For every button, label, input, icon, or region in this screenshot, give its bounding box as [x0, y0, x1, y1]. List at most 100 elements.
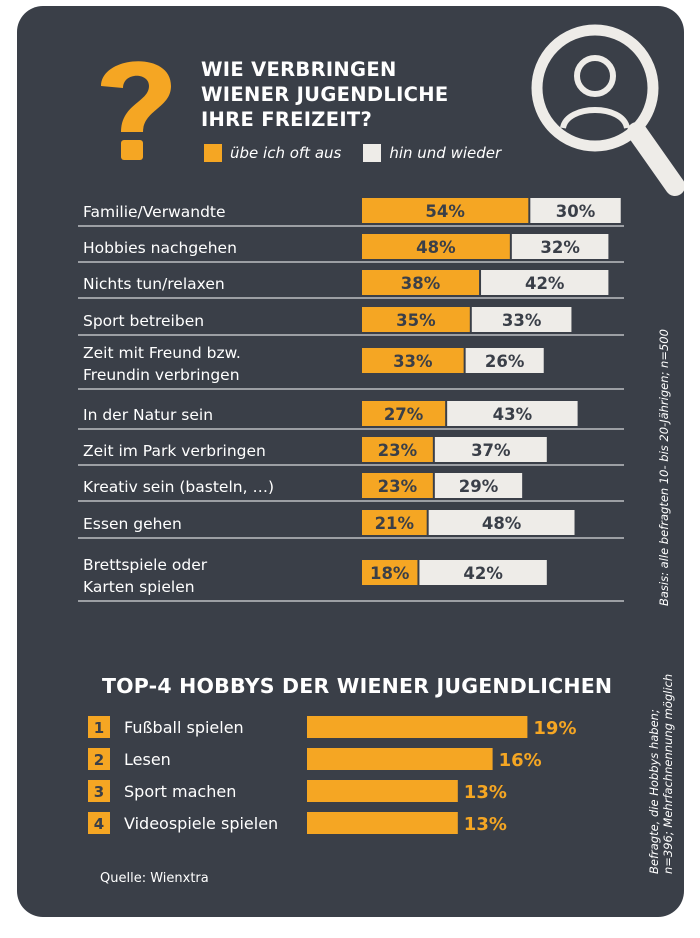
legend-label-often: übe ich oft aus — [230, 144, 342, 162]
bar-label-sometimes: 29% — [459, 477, 499, 496]
bar-sometimes — [530, 198, 621, 223]
bar-often — [362, 560, 418, 585]
category-label: Zeit im Park verbringen — [83, 442, 266, 460]
rank-badge — [88, 812, 110, 834]
bar-hobby — [307, 716, 528, 738]
bar-label: 13% — [464, 814, 507, 835]
category-label: Kreativ sein (basteln, …) — [83, 478, 274, 496]
chart-row: Nichts tun/relaxen 38% 42% — [78, 270, 624, 299]
bar-label-sometimes: 37% — [471, 441, 511, 460]
rank-number: 4 — [94, 815, 104, 833]
category-label: Videospiele spielen — [124, 814, 278, 833]
bar-often — [362, 198, 529, 223]
bar-label-sometimes: 48% — [482, 514, 522, 533]
bar-often — [362, 348, 464, 373]
bar-hobby — [307, 748, 493, 770]
category-label: Brettspiele oder — [83, 556, 208, 574]
source-note: Quelle: Wienxtra — [100, 871, 209, 886]
bar-label-often: 38% — [401, 274, 441, 293]
bar-often — [362, 307, 470, 332]
bar-label-sometimes: 42% — [525, 274, 565, 293]
bar-label: 19% — [533, 718, 576, 739]
category-label: Hobbies nachgehen — [83, 239, 237, 257]
bar-sometimes — [465, 348, 544, 373]
bar-hobby — [307, 780, 458, 802]
bar-often — [362, 473, 433, 498]
legend-item-sometimes: hin und wieder — [363, 144, 501, 162]
category-label: Zeit mit Freund bzw. — [83, 344, 241, 362]
rank-badge — [88, 716, 110, 738]
leisure-stacked-bar-chart: Familie/Verwandte 54% 30% Hobbies nachgehen… — [78, 198, 624, 602]
category-label: In der Natur sein — [83, 406, 213, 424]
title-line-1: WIE VERBRINGEN — [201, 58, 397, 81]
rank-number: 1 — [94, 719, 104, 737]
bar-sometimes — [471, 307, 572, 332]
legend-item-often: übe ich oft aus — [204, 144, 341, 162]
title-line-2: WIENER JUGENDLICHE — [201, 83, 449, 106]
bar-label-sometimes: 43% — [493, 405, 533, 424]
bar-sometimes — [434, 437, 547, 462]
rank-number: 3 — [94, 783, 104, 801]
title-line-3: IHRE FREIZEIT? — [201, 108, 373, 131]
category-label: Sport machen — [124, 782, 236, 801]
category-label: Sport betreiben — [83, 312, 204, 330]
bar-label-often: 35% — [396, 311, 436, 330]
category-label: Karten spielen — [83, 578, 195, 596]
bar-sometimes — [447, 401, 578, 426]
bar-sometimes — [434, 473, 523, 498]
bar-often — [362, 510, 427, 535]
bar-label-often: 33% — [393, 352, 433, 371]
question-mark-icon — [101, 61, 171, 160]
chart-row: Zeit mit Freund bzw. Freundin verbringen 3… — [78, 344, 624, 390]
bar-label-sometimes: 32% — [540, 238, 580, 257]
bar-label-sometimes: 30% — [556, 202, 596, 221]
top4-title-rest: DER WIENER JUGENDLICHEN — [274, 674, 613, 698]
top4-row: 2 Lesen 16% — [88, 748, 542, 771]
bar-hobby — [307, 812, 458, 834]
bar-label-sometimes: 42% — [463, 564, 503, 583]
chart-row: Hobbies nachgehen 48% 32% — [78, 234, 624, 263]
category-label: Essen gehen — [83, 515, 182, 533]
bar-often — [362, 234, 510, 259]
bar-label-often: 23% — [378, 477, 418, 496]
bar-sometimes — [428, 510, 575, 535]
chart-row: Sport betreiben 35% 33% — [78, 307, 624, 336]
bar-label-sometimes: 26% — [485, 352, 525, 371]
legend-label-sometimes: hin und wieder — [389, 144, 502, 162]
bar-label: 13% — [464, 782, 507, 803]
rank-number: 2 — [94, 751, 104, 769]
bar-sometimes — [481, 270, 609, 295]
category-label: Nichts tun/relaxen — [83, 275, 225, 293]
bar-sometimes — [511, 234, 609, 259]
bar-sometimes — [419, 560, 547, 585]
bar-often — [362, 270, 480, 295]
bar-label-often: 54% — [425, 202, 465, 221]
legend: übe ich oft aus hin und wieder — [204, 142, 523, 164]
legend-swatch-sometimes — [363, 144, 382, 162]
rank-badge — [88, 780, 110, 802]
magnifier-person-icon — [531, 24, 684, 196]
bar-label-sometimes: 33% — [502, 311, 542, 330]
category-label: Lesen — [124, 750, 171, 769]
category-label: Fußball spielen — [124, 718, 244, 737]
page-title: WIE VERBRINGEN WIENER JUGENDLICHE IHRE F… — [201, 57, 448, 132]
bar-label-often: 27% — [384, 405, 424, 424]
chart-row: Zeit im Park verbringen 23% 37% — [78, 437, 624, 466]
chart-row: In der Natur sein 27% 43% — [78, 401, 624, 430]
chart-row: Familie/Verwandte 54% 30% — [78, 198, 624, 227]
rank-badge — [88, 748, 110, 770]
bar-label-often: 18% — [370, 564, 410, 583]
bar-label-often: 48% — [416, 238, 456, 257]
chart-row: Brettspiele oder Karten spielen 18% 42% — [78, 556, 624, 602]
bar-often — [362, 437, 433, 462]
bar-label-often: 21% — [375, 514, 415, 533]
bar-label-often: 23% — [378, 441, 418, 460]
bar-often — [362, 401, 446, 426]
legend-swatch-often — [204, 144, 222, 162]
top4-row: 1 Fußball spielen 19% — [88, 716, 576, 739]
chart-row: Essen gehen 21% 48% — [78, 510, 624, 539]
bar-label: 16% — [499, 750, 542, 771]
top4-title-bold: TOP-4 HOBBYS — [102, 674, 275, 698]
chart-row: Kreativ sein (basteln, …) 23% 29% — [78, 473, 624, 502]
